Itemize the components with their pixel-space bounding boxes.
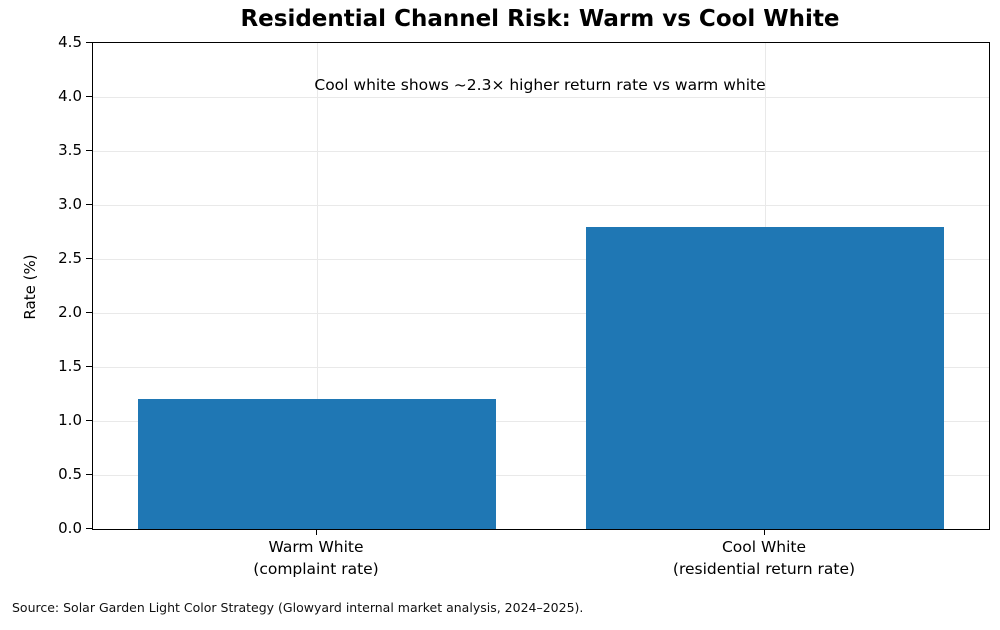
y-tick-label: 1.0 <box>58 411 82 429</box>
source-note: Source: Solar Garden Light Color Strateg… <box>12 600 584 615</box>
x-tick-label: Cool White (residential return rate) <box>604 536 924 580</box>
x-tick-mark <box>316 529 318 535</box>
y-tick-label: 0.0 <box>58 519 82 537</box>
gridline-vertical <box>317 43 318 529</box>
y-tick-label: 3.0 <box>58 195 82 213</box>
y-tick-mark <box>86 150 92 152</box>
y-tick-label: 0.5 <box>58 465 82 483</box>
bar-2 <box>585 226 945 529</box>
gridline-horizontal <box>93 475 989 476</box>
bar-1 <box>137 399 497 529</box>
gridline-horizontal <box>93 205 989 206</box>
y-tick-label: 2.0 <box>58 303 82 321</box>
y-tick-mark <box>86 42 92 44</box>
x-tick-label-line1: Cool White <box>721 538 807 556</box>
y-tick-label: 3.5 <box>58 141 82 159</box>
gridline-horizontal <box>93 367 989 368</box>
y-tick-mark <box>86 528 92 530</box>
x-tick-label: Warm White (complaint rate) <box>156 536 476 580</box>
gridline-horizontal <box>93 259 989 260</box>
gridline-horizontal <box>93 313 989 314</box>
y-tick-mark <box>86 204 92 206</box>
y-tick-label: 1.5 <box>58 357 82 375</box>
y-tick-mark <box>86 474 92 476</box>
y-tick-label: 4.5 <box>58 33 82 51</box>
y-tick-mark <box>86 366 92 368</box>
y-tick-label: 4.0 <box>58 87 82 105</box>
y-tick-mark <box>86 420 92 422</box>
gridline-horizontal <box>93 97 989 98</box>
gridline-horizontal <box>93 421 989 422</box>
chart-title: Residential Channel Risk: Warm vs Cool W… <box>240 6 840 32</box>
x-tick-label-line2: (residential return rate) <box>672 560 856 578</box>
x-tick-label-line1: Warm White <box>268 538 364 556</box>
x-tick-label-line2: (complaint rate) <box>253 560 379 578</box>
gridline-horizontal <box>93 151 989 152</box>
y-tick-mark <box>86 96 92 98</box>
x-tick-mark <box>764 529 766 535</box>
chart-annotation: Cool white shows ~2.3× higher return rat… <box>314 76 766 95</box>
plot-area <box>92 42 990 530</box>
y-tick-mark <box>86 312 92 314</box>
bars-layer <box>93 43 989 529</box>
y-tick-label: 2.5 <box>58 249 82 267</box>
y-tick-mark <box>86 258 92 260</box>
